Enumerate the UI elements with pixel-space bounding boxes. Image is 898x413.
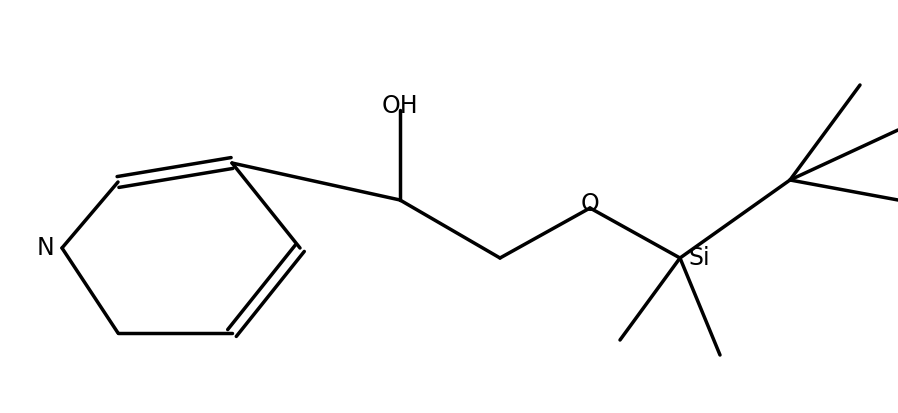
Text: Si: Si — [688, 246, 709, 270]
Text: N: N — [36, 236, 54, 260]
Text: OH: OH — [382, 94, 418, 118]
Text: O: O — [581, 192, 599, 216]
